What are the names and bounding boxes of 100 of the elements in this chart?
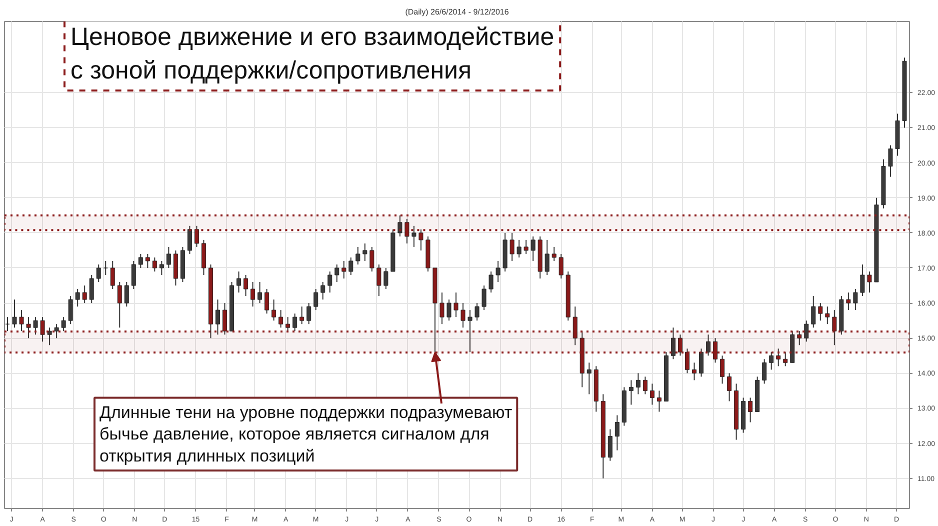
- candlestick: [110, 260, 115, 290]
- candlestick: [860, 264, 865, 297]
- candlestick: [552, 246, 556, 262]
- candlestick: [166, 246, 171, 268]
- candlestick: [418, 228, 424, 251]
- candlestick: [440, 292, 444, 325]
- candlestick: [699, 348, 704, 378]
- candlestick: [300, 306, 304, 325]
- candlestick: [244, 274, 248, 297]
- candlestick: [320, 282, 326, 300]
- candlestick: [412, 225, 416, 248]
- candlestick: [61, 316, 66, 332]
- candlestick: [278, 310, 284, 328]
- candlestick: [264, 288, 270, 314]
- candlestick: [614, 414, 620, 451]
- candlestick: [117, 282, 122, 328]
- candlestick: [138, 253, 143, 268]
- candlestick: [103, 260, 108, 276]
- candlestick: [678, 334, 682, 356]
- candlestick: [727, 372, 732, 402]
- candlestick: [152, 256, 157, 272]
- candlestick: [846, 292, 851, 311]
- candlestick: [510, 232, 514, 262]
- candlestick: [124, 282, 129, 308]
- candlestick: [272, 299, 276, 322]
- candlestick: [446, 299, 452, 322]
- candlestick: [488, 270, 494, 294]
- candlestick: [544, 239, 550, 276]
- candlestick: [236, 270, 242, 294]
- candlestick: [89, 274, 94, 304]
- candlestick: [96, 264, 101, 283]
- candlestick: [362, 242, 368, 262]
- candlestick: [706, 334, 711, 356]
- candlestick: [131, 260, 136, 290]
- candlestick: [384, 267, 388, 290]
- candlestick: [250, 282, 256, 308]
- candlestick: [670, 327, 676, 360]
- candlestick: [187, 225, 192, 254]
- candlestick: [811, 296, 816, 328]
- candlestick: [342, 260, 346, 279]
- candlestick: [306, 302, 312, 325]
- candlestick: [656, 390, 662, 412]
- candlestick: [692, 362, 697, 381]
- candlestick: [404, 218, 410, 244]
- candlestick: [68, 296, 73, 325]
- candlestick: [75, 288, 80, 308]
- candlestick: [586, 362, 592, 395]
- candlestick: [888, 144, 893, 178]
- candlestick: [720, 355, 725, 384]
- candlestick: [650, 383, 654, 406]
- candlestick: [642, 376, 648, 395]
- candlestick: [769, 352, 774, 370]
- candlestick: [286, 316, 290, 332]
- candlestick: [82, 285, 87, 304]
- candlestick: [572, 306, 578, 346]
- candlestick: [685, 348, 690, 374]
- chart-subtitle: (Daily) 26/6/2014 - 9/12/2016: [405, 8, 510, 16]
- candlestick: [853, 288, 858, 311]
- candlestick: [145, 253, 150, 268]
- candlestick: [713, 338, 718, 364]
- candlestick: [748, 397, 753, 423]
- candlestick: [33, 316, 38, 336]
- text: Ценовое движение и его взаимодействие с зоной поддержки/сопротивления: [70, 22, 554, 84]
- candlestick: [636, 372, 640, 395]
- candlestick: [258, 282, 262, 304]
- candlestick: [328, 270, 332, 294]
- candlestick: [516, 239, 522, 258]
- candlestick: [376, 264, 382, 297]
- candlestick: [496, 260, 500, 283]
- candlestick: [40, 316, 45, 342]
- candlestick: [370, 246, 374, 272]
- candlestick: [762, 358, 767, 384]
- candlestick: [159, 260, 164, 276]
- candlestick: [398, 214, 402, 237]
- candlestick: [215, 299, 220, 336]
- candlestick: [530, 236, 536, 262]
- candlestick: [26, 316, 31, 339]
- candlestick: [524, 239, 528, 254]
- candlestick: [222, 302, 227, 336]
- candlestick: [54, 324, 59, 339]
- candlestick: [558, 253, 564, 279]
- candlestick: [832, 310, 837, 346]
- annotation: Длинные тени на уровне поддержки подразумевают бычье давление, которое является сигналом для открытия длинных позиций: [100, 402, 512, 466]
- candlestick: [348, 256, 354, 276]
- candlestick: [818, 302, 823, 322]
- candlestick: [19, 310, 24, 332]
- candlestick: [194, 225, 199, 248]
- candlestick: [482, 285, 486, 311]
- candlestick: [314, 288, 318, 311]
- candlestick: [867, 270, 872, 294]
- candlestick: [468, 310, 472, 353]
- candlestick: [474, 302, 480, 322]
- candlestick: [356, 246, 360, 265]
- candlestick: [47, 327, 52, 346]
- candlestick: [292, 313, 298, 332]
- candlestick: [776, 348, 781, 367]
- candlestick: [797, 330, 802, 346]
- candlestick: [783, 352, 788, 367]
- candlestick: [804, 320, 809, 342]
- candlestick: [454, 292, 458, 318]
